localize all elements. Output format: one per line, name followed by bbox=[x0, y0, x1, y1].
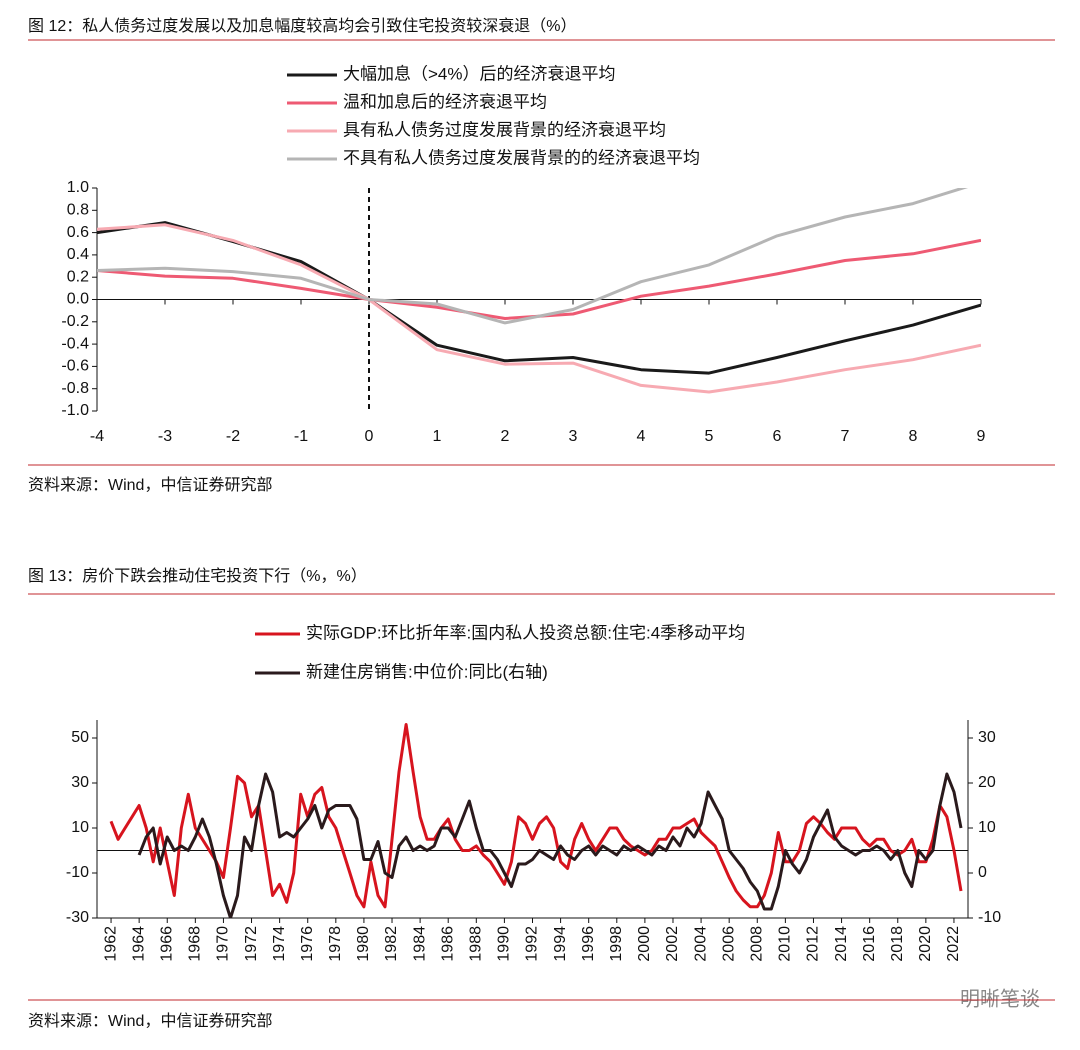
x-tick-label: 1984 bbox=[411, 926, 428, 962]
x-tick-label: 1964 bbox=[130, 926, 147, 962]
x-tick-label: 7 bbox=[841, 428, 850, 445]
x-tick-label: 1962 bbox=[102, 926, 119, 962]
y2-tick-label: 20 bbox=[978, 774, 996, 791]
figure-title: 图 13：房价下跌会推动住宅投资下行（%，%） bbox=[28, 567, 367, 585]
x-tick-label: 0 bbox=[365, 428, 374, 445]
x-tick-label: 5 bbox=[705, 428, 714, 445]
series-line bbox=[97, 238, 981, 320]
x-tick-label: 1996 bbox=[580, 926, 597, 962]
x-tick-label: 6 bbox=[773, 428, 782, 445]
x-tick-label: -3 bbox=[158, 428, 172, 445]
y-tick-label: -30 bbox=[66, 909, 89, 926]
x-tick-label: 2016 bbox=[861, 926, 878, 962]
x-tick-label: 1976 bbox=[299, 926, 316, 962]
y-tick-label: 50 bbox=[71, 729, 89, 746]
series-line bbox=[97, 223, 981, 394]
series-line bbox=[97, 221, 981, 375]
x-tick-label: -4 bbox=[90, 428, 104, 445]
y-tick-label: 1.0 bbox=[67, 179, 89, 196]
y-tick-label: -10 bbox=[66, 864, 89, 881]
y-tick-label: -0.2 bbox=[61, 313, 89, 330]
x-tick-label: 2010 bbox=[777, 926, 794, 962]
x-tick-label: 2012 bbox=[805, 926, 822, 962]
y2-tick-label: 30 bbox=[978, 729, 996, 746]
legend-label: 大幅加息（>4%）后的经济衰退平均 bbox=[343, 64, 616, 83]
source: 资料来源：Wind，中信证券研究部 bbox=[28, 476, 272, 494]
source: 资料来源：Wind，中信证券研究部 bbox=[28, 1012, 272, 1030]
x-tick-label: 2008 bbox=[748, 926, 765, 962]
y-tick-label: 0.2 bbox=[67, 268, 89, 285]
figure-title: 图 12：私人债务过度发展以及加息幅度较高均会引致住宅投资较深衰退（%） bbox=[28, 17, 576, 35]
x-tick-label: 2014 bbox=[833, 926, 850, 962]
x-tick-label: 1982 bbox=[383, 926, 400, 962]
x-tick-label: 1980 bbox=[355, 926, 372, 962]
y-tick-label: 0.8 bbox=[67, 202, 89, 219]
x-tick-label: 1998 bbox=[608, 926, 625, 962]
x-tick-label: 2 bbox=[501, 428, 510, 445]
x-tick-label: 1990 bbox=[496, 926, 513, 962]
legend-label: 实际GDP:环比折年率:国内私人投资总额:住宅:4季移动平均 bbox=[306, 623, 745, 642]
y2-tick-label: 10 bbox=[978, 819, 996, 836]
x-tick-label: 2002 bbox=[664, 926, 681, 962]
x-tick-label: 3 bbox=[569, 428, 578, 445]
x-tick-label: 4 bbox=[637, 428, 646, 445]
x-tick-label: 1978 bbox=[327, 926, 344, 962]
legend-label: 不具有私人债务过度发展背景的的经济衰退平均 bbox=[343, 148, 700, 167]
x-tick-label: 1974 bbox=[271, 926, 288, 962]
series-line bbox=[97, 188, 969, 325]
x-tick-label: 1988 bbox=[468, 926, 485, 962]
x-tick-label: 2000 bbox=[636, 926, 653, 962]
y-tick-label: 0.6 bbox=[67, 224, 89, 241]
x-tick-label: 1986 bbox=[439, 926, 456, 962]
x-tick-label: 1970 bbox=[215, 926, 232, 962]
x-tick-label: 2004 bbox=[692, 926, 709, 962]
y2-tick-label: -10 bbox=[978, 909, 1001, 926]
x-tick-label: -2 bbox=[226, 428, 240, 445]
y-tick-label: -0.4 bbox=[61, 335, 89, 352]
y2-tick-label: 0 bbox=[978, 864, 987, 881]
watermark: 明晰笔谈 bbox=[960, 987, 1040, 1010]
legend-label: 具有私人债务过度发展背景的经济衰退平均 bbox=[343, 120, 666, 139]
x-tick-label: 9 bbox=[977, 428, 986, 445]
y-tick-label: -1.0 bbox=[61, 402, 89, 419]
y-tick-label: -0.8 bbox=[61, 380, 89, 397]
x-tick-label: 1966 bbox=[158, 926, 175, 962]
x-tick-label: 1968 bbox=[187, 926, 204, 962]
y-tick-label: 0.0 bbox=[67, 291, 89, 308]
series-line bbox=[109, 723, 963, 909]
x-tick-label: 1 bbox=[433, 428, 442, 445]
x-tick-label: 2006 bbox=[720, 926, 737, 962]
x-tick-label: 1972 bbox=[243, 926, 260, 962]
x-tick-label: 1994 bbox=[552, 926, 569, 962]
y-tick-label: 0.4 bbox=[67, 246, 89, 263]
x-tick-label: 2022 bbox=[945, 926, 962, 962]
legend-label: 新建住房销售:中位价:同比(右轴) bbox=[306, 662, 548, 681]
x-tick-label: 8 bbox=[909, 428, 918, 445]
x-tick-label: -1 bbox=[294, 428, 308, 445]
x-tick-label: 2018 bbox=[889, 926, 906, 962]
y-tick-label: -0.6 bbox=[61, 358, 89, 375]
legend-label: 温和加息后的经济衰退平均 bbox=[343, 92, 547, 111]
x-tick-label: 2020 bbox=[917, 926, 934, 962]
y-tick-label: 30 bbox=[71, 774, 89, 791]
series-line bbox=[137, 772, 963, 918]
x-tick-label: 1992 bbox=[524, 926, 541, 962]
y-tick-label: 10 bbox=[71, 819, 89, 836]
